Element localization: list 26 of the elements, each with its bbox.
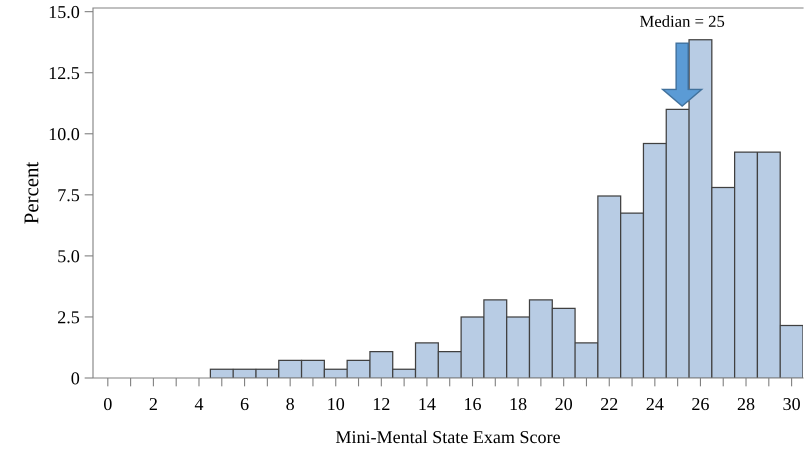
x-tick-label: 16 xyxy=(465,398,481,410)
y-tick-label: 7.5 xyxy=(58,189,80,202)
x-tick-label: 28 xyxy=(738,398,754,410)
x-tick-label: 4 xyxy=(194,398,204,410)
x-tick-label: 18 xyxy=(510,398,526,410)
y-axis-title: Percent xyxy=(24,162,38,224)
x-tick-label: 8 xyxy=(286,398,294,410)
x-tick-label: 12 xyxy=(374,398,390,410)
y-tick-label: 5.0 xyxy=(58,250,80,262)
y-tick-label: 2.5 xyxy=(58,311,80,324)
x-tick-label: 22 xyxy=(601,398,618,410)
x-tick-label: 30 xyxy=(783,398,800,410)
y-tick-label: 12.5 xyxy=(50,67,80,80)
x-tick-label: 6 xyxy=(240,398,249,410)
x-tick-label: 10 xyxy=(328,398,344,410)
x-tick-label: 26 xyxy=(692,398,709,410)
x-axis-title: Mini-Mental State Exam Score xyxy=(336,430,560,444)
x-tick-label: 14 xyxy=(419,398,436,410)
y-tick-label: 0 xyxy=(71,372,80,384)
x-tick-label: 0 xyxy=(104,398,112,410)
y-tick-label: 15.0 xyxy=(50,6,80,18)
y-tick-label: 10.0 xyxy=(50,128,80,140)
annotation: Median = 25 xyxy=(640,15,724,27)
x-tick-label: 24 xyxy=(646,398,664,410)
x-tick-label: 2 xyxy=(150,398,157,410)
x-tick-label: 20 xyxy=(555,398,572,410)
